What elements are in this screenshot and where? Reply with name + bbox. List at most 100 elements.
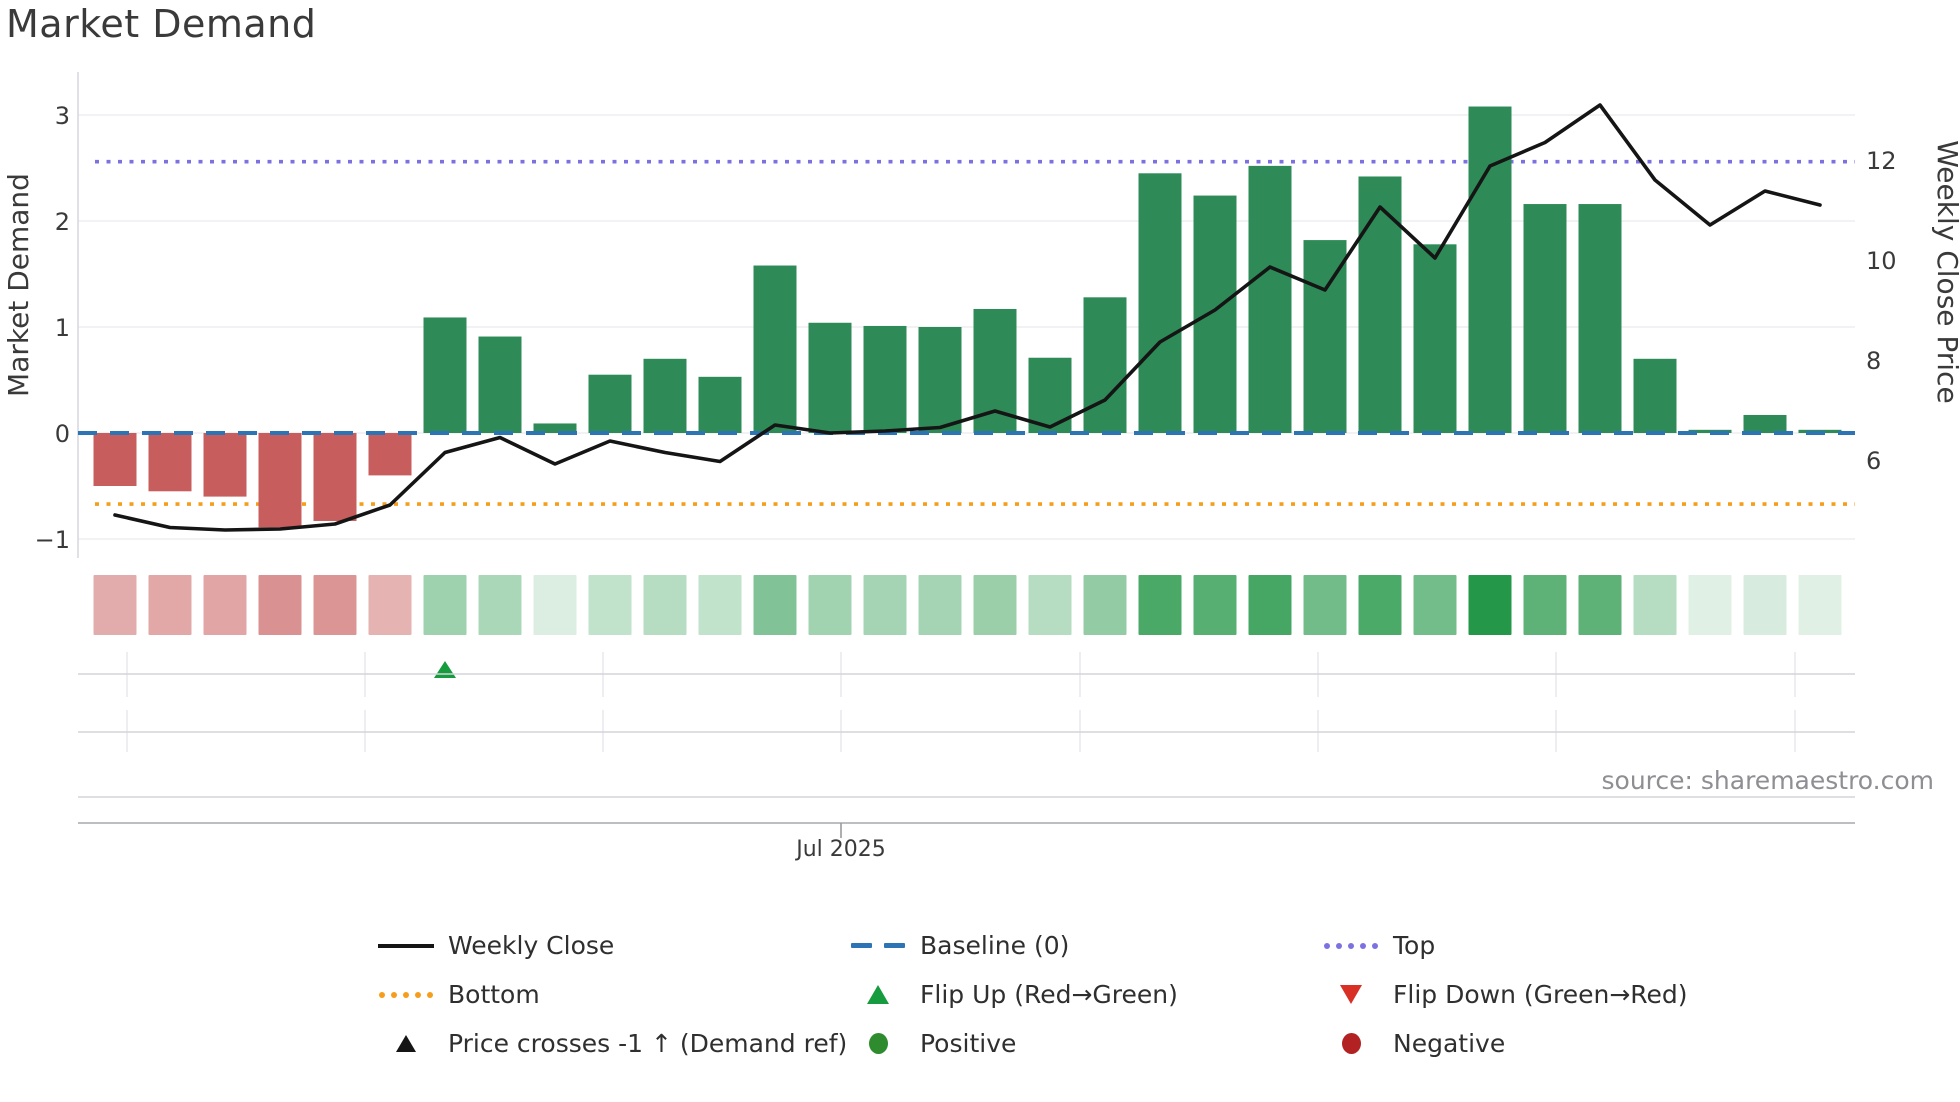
legend-item-label: Bottom	[448, 980, 540, 1009]
legend-column: Weekly Close Bottom Price crosses -1 ↑ (De…	[375, 921, 847, 1068]
legend-item-bottom[interactable]: Bottom	[375, 970, 847, 1019]
heatmap-cell	[808, 575, 852, 635]
heatmap-cell	[863, 575, 907, 635]
heatmap-cell	[753, 575, 797, 635]
legend-item-top[interactable]: Top	[1320, 921, 1688, 970]
right-y-tick-label: 8	[1866, 347, 1881, 375]
demand-bar	[1523, 204, 1567, 433]
right-y-tick-label: 10	[1866, 247, 1897, 275]
line-black-glyph-icon	[378, 943, 434, 948]
legend-item-positive[interactable]: Positive	[847, 1019, 1178, 1068]
heatmap-cell	[313, 575, 357, 635]
heatmap-cell	[1138, 575, 1182, 635]
demand-bar	[1633, 358, 1677, 433]
legend-item-price-crosses-1-demand-ref[interactable]: Price crosses -1 ↑ (Demand ref)	[375, 1019, 847, 1068]
x-tick-label: Jul 2025	[794, 837, 886, 862]
dots-orange-swatch-icon	[375, 991, 437, 998]
demand-bar	[588, 374, 632, 433]
heatmap-cell	[1193, 575, 1237, 635]
heatmap-cell	[973, 575, 1017, 635]
left-y-tick-label: 0	[55, 420, 70, 448]
tri-up-black-swatch-icon	[375, 1035, 437, 1052]
tri-up-black-glyph-icon	[396, 1035, 416, 1052]
tri-up-green-swatch-icon	[847, 985, 909, 1004]
demand-bar	[863, 325, 907, 433]
demand-bar	[1083, 297, 1127, 433]
circle-green-glyph-icon	[868, 1033, 888, 1054]
demand-bar	[1413, 244, 1457, 433]
heatmap-cell	[1688, 575, 1732, 635]
dash-blue-glyph-icon	[851, 943, 905, 948]
heatmap-cell	[918, 575, 962, 635]
demand-bar	[148, 433, 192, 492]
heatmap-cell	[1523, 575, 1567, 635]
dash-blue-swatch-icon	[847, 943, 909, 948]
demand-bar	[478, 336, 522, 433]
demand-bar	[1193, 195, 1237, 433]
heatmap-cell	[698, 575, 742, 635]
right-y-tick-label: 6	[1866, 447, 1881, 475]
legend-item-label: Flip Up (Red→Green)	[920, 980, 1178, 1009]
tri-down-red-glyph-icon	[1340, 985, 1362, 1004]
demand-bar	[1578, 204, 1622, 433]
demand-bar	[918, 327, 962, 433]
demand-bar	[1358, 176, 1402, 434]
heatmap-cell	[1248, 575, 1292, 635]
circle-darkred-glyph-icon	[1341, 1033, 1361, 1054]
heatmap-cell	[258, 575, 302, 635]
legend-item-weekly-close[interactable]: Weekly Close	[375, 921, 847, 970]
left-y-tick-label: −1	[35, 526, 70, 554]
legend-item-flip-up-red-green[interactable]: Flip Up (Red→Green)	[847, 970, 1178, 1019]
dots-purple-swatch-icon	[1320, 942, 1382, 949]
heatmap-cell	[1578, 575, 1622, 635]
flip-up-marker-icon	[434, 661, 456, 678]
right-y-tick-label: 12	[1866, 147, 1897, 175]
demand-bar	[533, 423, 577, 433]
heatmap-cell	[1083, 575, 1127, 635]
right-axis-title: Weekly Close Price	[1931, 140, 1960, 403]
demand-bar	[1468, 106, 1512, 434]
legend-item-label: Flip Down (Green→Red)	[1393, 980, 1688, 1009]
demand-bar	[368, 433, 412, 476]
demand-bar	[1138, 173, 1182, 434]
tri-down-red-swatch-icon	[1320, 985, 1382, 1004]
legend-item-label: Baseline (0)	[920, 931, 1070, 960]
source-credit: source: sharemaestro.com	[1601, 766, 1935, 795]
legend-column: Top Flip Down (Green→Red) Negative	[1320, 921, 1688, 1068]
heatmap-cell	[93, 575, 137, 635]
demand-bar	[808, 322, 852, 433]
demand-bar	[643, 358, 687, 433]
heatmap-cell	[368, 575, 412, 635]
heatmap-cell	[1413, 575, 1457, 635]
demand-bar	[93, 433, 137, 486]
legend-item-negative[interactable]: Negative	[1320, 1019, 1688, 1068]
heatmap-cell	[478, 575, 522, 635]
heatmap-cell	[1358, 575, 1402, 635]
legend-item-baseline-0[interactable]: Baseline (0)	[847, 921, 1178, 970]
heatmap-cell	[643, 575, 687, 635]
left-y-tick-label: 2	[55, 208, 70, 236]
heatmap-cell	[533, 575, 577, 635]
heatmap-cell	[1028, 575, 1072, 635]
demand-bar	[423, 317, 467, 433]
circle-darkred-swatch-icon	[1320, 1033, 1382, 1054]
dots-orange-glyph-icon	[379, 991, 433, 998]
page-title: Market Demand	[6, 2, 317, 46]
legend-item-label: Negative	[1393, 1029, 1506, 1058]
legend-item-label: Positive	[920, 1029, 1017, 1058]
legend-column: Baseline (0) Flip Up (Red→Green) Positive	[847, 921, 1178, 1068]
demand-bar	[753, 265, 797, 433]
demand-bar	[1303, 240, 1347, 433]
weekly-close-line	[113, 103, 1822, 532]
demand-bar	[203, 433, 247, 497]
demand-bar	[1248, 165, 1292, 433]
demand-bar	[698, 376, 742, 433]
demand-bar	[313, 433, 357, 521]
left-y-tick-label: 1	[55, 314, 70, 342]
heatmap-cell	[1468, 575, 1512, 635]
heatmap-cell	[148, 575, 192, 635]
heatmap-cell	[1743, 575, 1787, 635]
legend-item-label: Weekly Close	[448, 931, 615, 960]
legend-item-flip-down-green-red[interactable]: Flip Down (Green→Red)	[1320, 970, 1688, 1019]
